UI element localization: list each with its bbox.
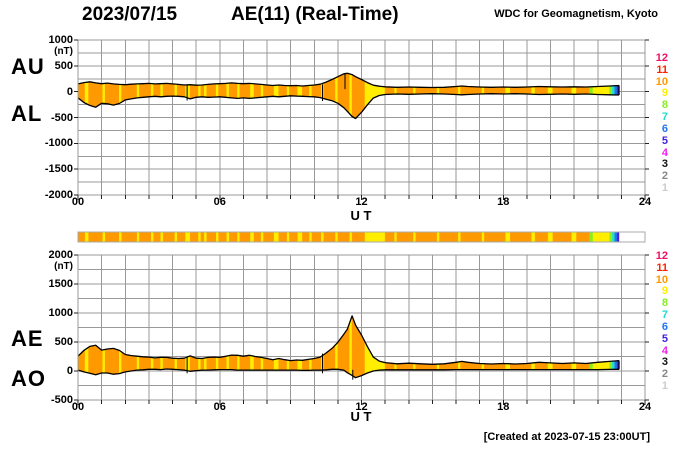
legend-station-count-9: 9 [661, 285, 668, 298]
legend-station-count-12: 12 [655, 250, 668, 262]
y-tick-label--2000: -2000 [44, 189, 73, 201]
legend-station-count-5: 5 [661, 332, 668, 345]
y-tick-label-1500: 1500 [48, 278, 73, 290]
created-timestamp: [Created at 2023-07-15 23:00UT] [483, 431, 650, 443]
legend-station-count-2: 2 [661, 368, 668, 381]
x-tick-label-06: 06 [213, 196, 226, 208]
station-count-legend-top: 12 11 10 9 8 7 6 5 4 3 2 1 [645, 53, 668, 194]
x-tick-label-18: 18 [497, 196, 510, 208]
x-tick-label-24: 24 [638, 196, 652, 208]
legend-station-count-11: 11 [656, 63, 668, 76]
legend-station-count-4: 4 [661, 344, 668, 357]
station-count-colorbar [77, 231, 646, 243]
y-tick-label--1000: -1000 [44, 137, 73, 150]
plot-date: 2023/07/15 [82, 4, 178, 25]
legend-station-count-5: 5 [661, 134, 668, 147]
unit-label-bottom: (nT) [54, 261, 73, 272]
x-tick-label-06: 06 [213, 401, 226, 413]
y-tick-label-0: 0 [66, 85, 73, 98]
x-tick-label-00: 00 [71, 196, 85, 208]
legend-station-count-2: 2 [661, 170, 668, 183]
y-tick-label-1000: 1000 [48, 34, 73, 46]
y-tick-label-500: 500 [54, 59, 73, 72]
legend-station-count-8: 8 [661, 297, 668, 310]
legend-station-count-1: 1 [661, 181, 668, 194]
legend-station-count-3: 3 [661, 158, 668, 171]
legend-station-count-10: 10 [655, 273, 668, 286]
x-tick-label-00: 00 [71, 401, 85, 413]
au-axis-label: AU [11, 54, 45, 79]
unit-label-top: (nT) [54, 46, 73, 57]
panel2-ae-ao [74, 254, 649, 405]
legend-station-count-11: 11 [656, 261, 668, 274]
x-tick-label-12: 12 [355, 196, 368, 208]
y-tick-label--500: -500 [50, 111, 73, 124]
ao-axis-label: AO [11, 366, 46, 391]
y-tick-label-0: 0 [66, 365, 73, 377]
legend-station-count-4: 4 [661, 146, 668, 159]
station-count-legend-bottom: 12 11 10 9 8 7 6 5 4 3 2 1 [645, 251, 668, 392]
al-axis-label: AL [11, 101, 43, 126]
legend-station-count-6: 6 [661, 122, 668, 135]
y-tick-label-1000: 1000 [48, 307, 73, 319]
panel1-au-al [74, 39, 649, 200]
y-tick-label-500: 500 [54, 336, 73, 348]
x-tick-label-24: 24 [638, 401, 652, 413]
y-tick-label--500: -500 [50, 394, 73, 406]
plot-title: AE(11) (Real-Time) [231, 4, 399, 25]
organization-label: WDC for Geomagnetism, Kyoto [494, 8, 658, 20]
legend-station-count-6: 6 [661, 320, 668, 333]
y-tick-label--1500: -1500 [44, 163, 73, 176]
x-tick-label-12: 12 [355, 401, 368, 413]
legend-station-count-1: 1 [661, 379, 668, 392]
legend-station-count-7: 7 [661, 111, 668, 124]
legend-station-count-12: 12 [655, 52, 668, 64]
legend-station-count-9: 9 [661, 87, 668, 100]
ut-axis-label-bottom: U T [350, 409, 372, 424]
legend-station-count-10: 10 [655, 75, 668, 88]
legend-station-count-8: 8 [661, 99, 668, 112]
ut-axis-label-top: U T [350, 208, 372, 223]
legend-station-count-3: 3 [661, 356, 668, 369]
y-tick-label-2000: 2000 [48, 249, 73, 261]
ae-axis-label: AE [11, 326, 44, 351]
x-tick-label-18: 18 [497, 401, 510, 413]
legend-station-count-7: 7 [661, 309, 668, 322]
